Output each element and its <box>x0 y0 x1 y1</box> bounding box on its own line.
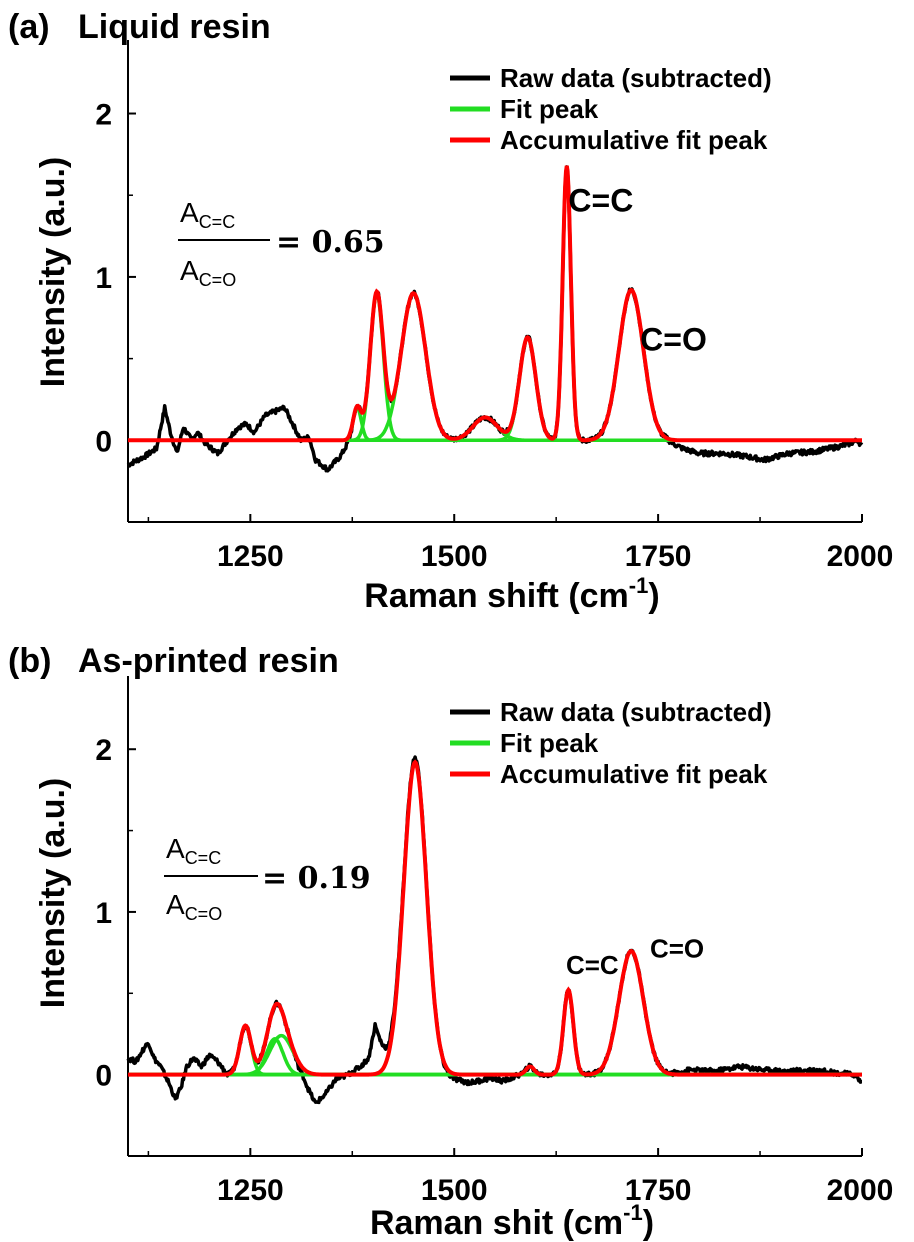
panel-a-series-accumulative-fit <box>128 165 862 443</box>
panel-a-x-tick-label: 2000 <box>827 540 894 573</box>
panel-b-ratio-numerator-sub: C=C <box>185 848 222 868</box>
panel-b-plot-area: 0 1 2 1250 1500 1750 2000 Raw data (subtracted)… <box>95 676 893 1207</box>
panel-b-fit-peak-4 <box>128 759 862 1077</box>
panel-a-x-axis-title-main: Raman shift (cm <box>364 577 629 615</box>
panel-a-legend-label-1: Raw data (subtracted) <box>500 63 772 93</box>
panel-b: (b) As-printed resin 0 1 2 1250 1500 1750 2000… <box>8 642 893 1242</box>
panel-a-fit-peak-2 <box>128 290 862 443</box>
panel-b-annotation-2: C=O <box>650 933 704 963</box>
panel-b-label: (b) <box>8 642 51 680</box>
panel-b-x-axis-title-sup: -1 <box>623 1200 643 1225</box>
panel-b-x-tick-label: 1250 <box>217 1174 284 1207</box>
panel-a-y-tick-label: 1 <box>95 262 112 295</box>
panel-a-x-axis-title: Raman shift (cm-1) <box>364 573 659 615</box>
panel-a-ratio-numerator: AC=C <box>180 197 235 232</box>
panel-b-series-accumulative-fit <box>128 759 862 1077</box>
panel-a-ratio-denominator: AC=O <box>180 255 236 290</box>
panel-a-ratio-numerator-symbol: A <box>180 197 199 228</box>
panel-a-ratio-denominator-symbol: A <box>180 255 199 286</box>
panel-a-legend-label-3: Accumulative fit peak <box>500 125 768 155</box>
panel-a-y-tick-label: 2 <box>95 99 112 132</box>
panel-b-y-axis-title: Intensity (a.u.) <box>34 778 72 1008</box>
panel-b-x-axis-title: Raman shit (cm-1) <box>370 1200 654 1242</box>
panel-b-annotation-1: C=C <box>566 950 619 980</box>
panel-a-annotation-1: C=C <box>568 183 633 219</box>
panel-a-y-tick-label: 0 <box>95 425 112 458</box>
panel-b-y-tick-label: 2 <box>95 734 112 767</box>
panel-b-y-tick-label: 1 <box>95 897 112 930</box>
panel-b-ratio-numerator: AC=C <box>166 833 221 868</box>
panel-b-ratio: AC=C AC=O = 0.19 <box>164 833 371 924</box>
panel-b-ratio-numerator-symbol: A <box>166 833 185 864</box>
panel-a-x-tick-label: 1250 <box>217 540 284 573</box>
panel-a: (a) Liquid resin 0 1 2 1250 1500 1750 2000 Raw … <box>8 8 893 615</box>
panel-b-x-axis-title-main: Raman shit (cm <box>370 1204 623 1242</box>
panel-b-x-tick-label: 1500 <box>421 1174 488 1207</box>
panel-a-x-axis-title-end: ) <box>648 577 659 615</box>
panel-b-title: As-printed resin <box>78 642 339 680</box>
panel-a-legend-label-2: Fit peak <box>500 94 599 124</box>
panel-a-ratio: AC=C AC=O = 0.65 <box>178 197 385 290</box>
panel-a-fit-peak-7 <box>128 288 862 443</box>
panel-a-title: Liquid resin <box>78 8 271 46</box>
panel-a-ratio-denominator-sub: C=O <box>199 270 237 290</box>
panel-a-ratio-numerator-sub: C=C <box>199 212 236 232</box>
panel-a-fit-peak-3 <box>128 291 862 443</box>
panel-b-ratio-denominator-symbol: A <box>166 889 185 920</box>
panel-b-legend-label-3: Accumulative fit peak <box>500 759 768 789</box>
panel-a-x-axis-title-sup: -1 <box>629 573 649 598</box>
panel-a-ratio-value: = 0.65 <box>276 225 385 260</box>
panel-b-ratio-denominator: AC=O <box>166 889 222 924</box>
panel-b-x-axis-title-end: ) <box>643 1204 654 1242</box>
panel-b-y-tick-label: 0 <box>95 1060 112 1093</box>
panel-b-ratio-denominator-sub: C=O <box>185 904 223 924</box>
panel-b-legend-label-2: Fit peak <box>500 728 599 758</box>
panel-a-annotation-2: C=O <box>640 321 707 357</box>
panel-a-plot-area: 0 1 2 1250 1500 1750 2000 Raw data (subtracted)… <box>95 40 893 573</box>
panel-a-y-axis-title: Intensity (a.u.) <box>34 157 72 387</box>
panel-a-label: (a) <box>8 8 50 46</box>
panel-b-legend-label-1: Raw data (subtracted) <box>500 697 772 727</box>
panel-b-x-tick-label: 1750 <box>625 1174 692 1207</box>
panel-a-fit-peak-6 <box>128 165 862 443</box>
panel-a-x-tick-label: 1500 <box>421 540 488 573</box>
panel-b-x-tick-label: 2000 <box>827 1174 894 1207</box>
panel-b-ratio-value: = 0.19 <box>262 861 371 896</box>
panel-a-x-tick-label: 1750 <box>625 540 692 573</box>
